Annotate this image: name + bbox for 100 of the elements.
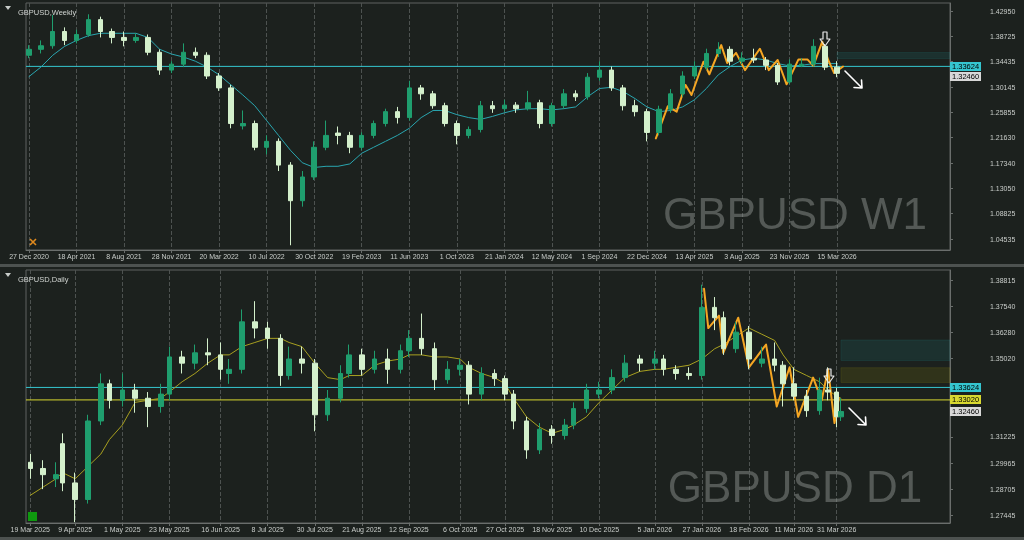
candlestick xyxy=(692,60,697,80)
candlestick xyxy=(620,84,626,111)
candlestick xyxy=(98,372,104,426)
candlestick xyxy=(673,364,679,381)
candlestick xyxy=(585,72,590,101)
candlestick xyxy=(192,344,198,370)
candlestick xyxy=(492,368,497,387)
candlestick xyxy=(169,60,174,74)
candlestick xyxy=(739,51,745,65)
candlestick xyxy=(573,89,578,102)
candlestick xyxy=(834,387,839,428)
candlestick xyxy=(584,383,589,414)
candlestick xyxy=(395,106,400,125)
candlestick xyxy=(502,375,508,401)
candlestick xyxy=(562,418,568,441)
candlestick xyxy=(133,32,139,44)
candlestick xyxy=(609,368,615,395)
candlestick xyxy=(109,28,115,44)
candlestick xyxy=(286,346,292,381)
candlestick xyxy=(637,354,643,372)
candlestick xyxy=(772,341,777,372)
candlestick xyxy=(822,43,828,71)
candlestick xyxy=(74,29,79,44)
candlestick xyxy=(751,48,757,64)
text: GBPUSD W1 xyxy=(662,188,928,238)
candlestick xyxy=(727,45,733,66)
candlestick xyxy=(276,137,281,172)
candlestick xyxy=(312,358,318,432)
candlestick xyxy=(120,372,125,408)
candlestick xyxy=(278,333,283,387)
candlestick xyxy=(240,109,246,130)
candlestick xyxy=(53,461,59,488)
candlestick xyxy=(406,329,412,358)
candlestick xyxy=(652,350,658,370)
candlestick xyxy=(712,296,717,331)
candlestick xyxy=(167,346,172,401)
candlestick xyxy=(838,397,844,422)
candlestick xyxy=(524,416,529,460)
candlestick xyxy=(359,348,365,377)
candlestick xyxy=(216,72,222,92)
candlestick xyxy=(804,389,809,418)
candlestick xyxy=(549,102,555,127)
candlestick xyxy=(466,126,471,139)
candlestick xyxy=(537,99,543,129)
candlestick xyxy=(371,120,376,139)
candlestick xyxy=(325,389,330,422)
line-series xyxy=(703,287,840,425)
candlestick xyxy=(513,101,519,114)
candlestick xyxy=(445,360,450,385)
candlestick xyxy=(432,341,437,391)
candlestick xyxy=(226,358,232,385)
candlestick xyxy=(62,26,67,46)
candlestick xyxy=(418,84,424,101)
candlestick xyxy=(121,31,127,47)
candlestick xyxy=(335,126,341,145)
candlestick xyxy=(571,401,576,430)
candlestick xyxy=(239,308,245,374)
candlestick xyxy=(733,321,739,354)
candlestick xyxy=(157,48,162,76)
candlestick xyxy=(26,44,32,59)
candlestick xyxy=(457,358,463,377)
candlestick xyxy=(466,360,472,405)
candlestick xyxy=(158,383,164,414)
candlestick xyxy=(288,161,293,246)
candlestick xyxy=(107,379,112,410)
candlestick xyxy=(218,341,223,381)
candlestick xyxy=(85,414,91,505)
candlestick xyxy=(398,344,403,374)
candlestick xyxy=(132,383,138,414)
candlestick xyxy=(478,100,483,133)
candlestick xyxy=(299,346,305,374)
candlestick xyxy=(537,422,542,455)
candlestick xyxy=(179,350,185,374)
candlestick xyxy=(549,424,555,445)
candlestick xyxy=(264,134,269,155)
candlestick xyxy=(787,58,792,85)
candlestick xyxy=(656,105,662,136)
candlestick xyxy=(479,366,484,401)
candlestick xyxy=(228,84,234,129)
candlestick xyxy=(193,47,198,59)
candlestick xyxy=(746,325,752,370)
candlestick xyxy=(668,88,673,114)
candlestick xyxy=(385,348,390,385)
candlestick xyxy=(181,42,186,68)
candlestick xyxy=(763,56,769,71)
candlestick xyxy=(40,459,46,490)
candlestick xyxy=(383,108,388,127)
text: GBPUSD D1 xyxy=(667,461,923,511)
candlestick xyxy=(98,16,103,38)
candlestick xyxy=(311,140,317,181)
candlestick xyxy=(338,364,343,403)
candlestick xyxy=(323,120,329,151)
candlestick xyxy=(511,389,516,430)
candlestick xyxy=(502,99,507,113)
candlestick xyxy=(661,354,666,377)
candlestick xyxy=(346,344,352,379)
candlestick xyxy=(686,366,692,381)
candlestick xyxy=(791,366,797,401)
candlestick xyxy=(347,131,353,154)
candlestick xyxy=(817,377,822,416)
